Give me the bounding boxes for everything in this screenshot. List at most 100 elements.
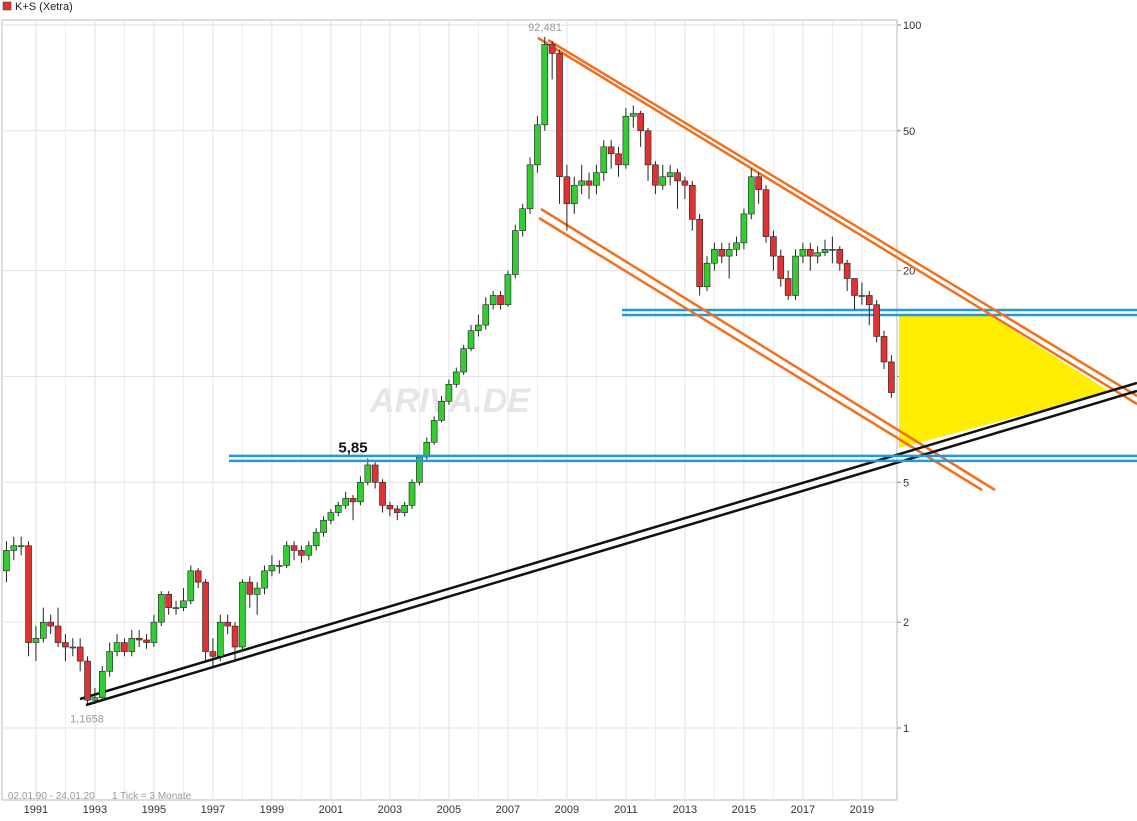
chart-title: K+S (Xetra) xyxy=(15,1,73,13)
candle-body xyxy=(711,249,718,264)
candle-body xyxy=(600,146,608,173)
candle-body xyxy=(865,295,873,306)
candle-body xyxy=(534,124,541,166)
x-tick-label: 2003 xyxy=(378,804,402,816)
y-tick-label: 5 xyxy=(903,477,909,489)
candle-body xyxy=(128,637,136,652)
candle-body xyxy=(231,625,239,648)
candle-body xyxy=(25,545,32,643)
candle-body xyxy=(202,581,209,652)
candle-body xyxy=(792,255,799,296)
candle-body xyxy=(733,242,740,250)
x-tick-label: 2001 xyxy=(319,804,343,816)
candle-body xyxy=(17,545,25,548)
candle-body xyxy=(10,545,18,551)
candle-body xyxy=(821,249,829,253)
candle-body xyxy=(98,670,106,698)
candle-body xyxy=(84,660,91,701)
candle-body xyxy=(688,184,696,220)
candle-body xyxy=(246,581,254,595)
candle-body xyxy=(3,550,10,572)
candle-body xyxy=(408,481,416,506)
x-tick-label: 2005 xyxy=(437,804,461,816)
high-label: 92,481 xyxy=(528,22,562,34)
candle-body xyxy=(438,400,445,421)
candle-body xyxy=(76,646,84,662)
candle-body xyxy=(858,295,866,297)
candle-body xyxy=(593,172,600,186)
candle-body xyxy=(511,230,519,275)
candle-body xyxy=(452,371,460,385)
candle-body xyxy=(784,278,792,296)
candle-body xyxy=(740,213,748,244)
candle-body xyxy=(747,176,755,215)
candle-body xyxy=(445,384,453,402)
candle-body xyxy=(475,324,482,331)
candle-body xyxy=(364,464,372,483)
trend-line xyxy=(85,389,1137,707)
candle-body xyxy=(607,146,615,155)
candle-body xyxy=(194,570,202,583)
candle-body xyxy=(504,274,512,306)
candle-body xyxy=(379,481,386,506)
candle-body xyxy=(541,44,549,126)
candle-body xyxy=(224,621,231,627)
candle-body xyxy=(888,361,895,393)
x-tick-label: 2013 xyxy=(673,804,697,816)
candle-body xyxy=(69,646,77,649)
candle-body xyxy=(666,172,674,178)
trend-line xyxy=(540,207,996,492)
x-tick-label: 2007 xyxy=(496,804,520,816)
candle-body xyxy=(283,545,290,566)
candle-body xyxy=(143,639,150,643)
candle-body xyxy=(216,621,224,657)
candle-body xyxy=(261,570,268,589)
candle-body xyxy=(777,255,785,279)
candle-body xyxy=(548,44,556,54)
candle-body xyxy=(556,53,563,178)
candle-body xyxy=(386,505,394,510)
candle-body xyxy=(393,508,401,513)
candle-body xyxy=(467,330,475,349)
candle-body xyxy=(157,594,165,623)
x-tick-label: 1999 xyxy=(260,804,284,816)
candle-body xyxy=(239,581,246,648)
candle-body xyxy=(305,545,313,556)
candle-body xyxy=(578,180,585,186)
x-tick-label: 1991 xyxy=(24,804,48,816)
candle-body xyxy=(401,505,408,513)
candle-body xyxy=(652,164,659,186)
trend-line xyxy=(547,38,1137,398)
candle-body xyxy=(298,550,305,556)
candle-body xyxy=(268,565,276,572)
candle-body xyxy=(290,545,298,551)
candle-body xyxy=(47,621,54,627)
candle-body xyxy=(644,130,652,166)
candle-body xyxy=(165,594,172,608)
candle-body xyxy=(526,164,534,210)
y-tick-label: 20 xyxy=(903,266,915,278)
candle-body xyxy=(659,176,667,186)
candle-body xyxy=(489,295,497,306)
candle-body xyxy=(342,498,349,506)
candle-body xyxy=(371,464,379,483)
candle-body xyxy=(637,113,644,132)
candle-body xyxy=(570,184,578,205)
trend-line xyxy=(538,216,983,492)
candle-body xyxy=(39,621,47,639)
candle-body xyxy=(836,249,844,264)
x-tick-label: 2019 xyxy=(850,804,874,816)
candle-body xyxy=(880,336,888,363)
candle-body xyxy=(703,262,711,288)
candle-body xyxy=(209,651,217,657)
candle-body xyxy=(829,249,836,251)
candle-body xyxy=(843,262,851,279)
candle-body xyxy=(327,512,335,521)
candle-body xyxy=(563,176,571,205)
candle-body xyxy=(622,115,630,166)
date-range: 02.01.90 - 24.01.20 xyxy=(8,791,95,802)
y-tick-label: 100 xyxy=(903,20,921,32)
candle-body xyxy=(320,519,327,533)
candle-body xyxy=(91,697,99,701)
